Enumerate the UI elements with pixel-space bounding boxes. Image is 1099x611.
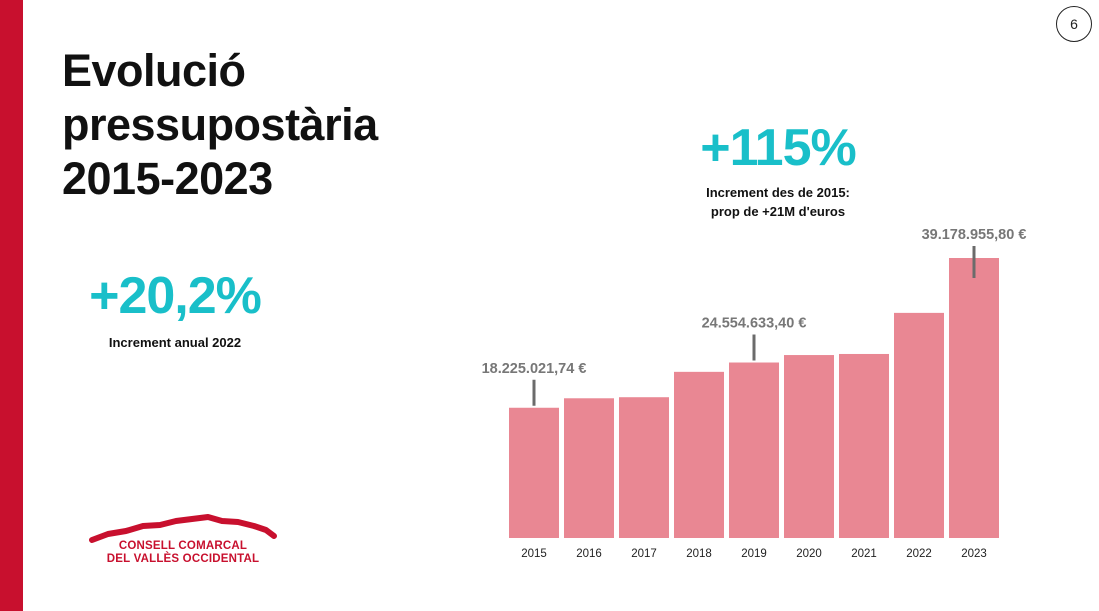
x-tick-label-2020: 2020 <box>796 548 822 560</box>
data-label-2019: 24.554.633,40 € <box>702 316 807 332</box>
x-tick-label-2018: 2018 <box>686 548 712 560</box>
logo-text-line-1: CONSELL COMARCAL <box>118 540 248 552</box>
page-title: Evolució pressupostària 2015-2023 <box>62 44 482 206</box>
bar-2018 <box>674 371 724 538</box>
x-tick-label-2016: 2016 <box>576 548 602 560</box>
bar-2020 <box>784 355 834 538</box>
x-tick-label-2021: 2021 <box>851 548 877 560</box>
total-increase-caption-line-2: prop de +21M d'euros <box>710 204 846 219</box>
bar-2016 <box>564 398 614 538</box>
bar-2021 <box>839 353 889 538</box>
annual-increase-caption: Increment anual 2022 <box>108 335 242 350</box>
total-increase-value: +115% <box>700 119 857 177</box>
title-line-2: pressupostària <box>62 99 378 150</box>
bar-2019 <box>729 362 779 538</box>
logo-text: CONSELL COMARCAL DEL VALLÈS OCCIDENTAL <box>88 540 278 566</box>
consell-comarcal-logo-icon <box>89 514 277 543</box>
data-label-2015: 18.225.021,74 € <box>482 361 587 377</box>
bar-2022 <box>894 312 944 538</box>
x-tick-label-2019: 2019 <box>741 548 767 560</box>
accent-side-bar <box>0 0 23 611</box>
bar-2015 <box>509 407 559 538</box>
total-increase-caption-line-1: Increment des de 2015: <box>706 185 850 200</box>
bar-2017 <box>619 397 669 538</box>
page-number: 6 <box>1056 6 1092 42</box>
title-line-3: 2015-2023 <box>62 153 273 204</box>
x-tick-label-2022: 2022 <box>906 548 932 560</box>
bar-2023 <box>949 258 999 538</box>
x-tick-label-2015: 2015 <box>521 548 547 560</box>
x-tick-label-2017: 2017 <box>631 548 657 560</box>
x-tick-label-2023: 2023 <box>961 548 987 560</box>
logo-text-line-2: DEL VALLÈS OCCIDENTAL <box>106 553 260 565</box>
title-line-1: Evolució <box>62 45 246 96</box>
total-increase-caption: Increment des de 2015: prop de +21M d'eu… <box>668 183 888 221</box>
annual-increase-value: +20,2% <box>89 267 262 325</box>
data-label-2023: 39.178.955,80 € <box>922 227 1027 243</box>
